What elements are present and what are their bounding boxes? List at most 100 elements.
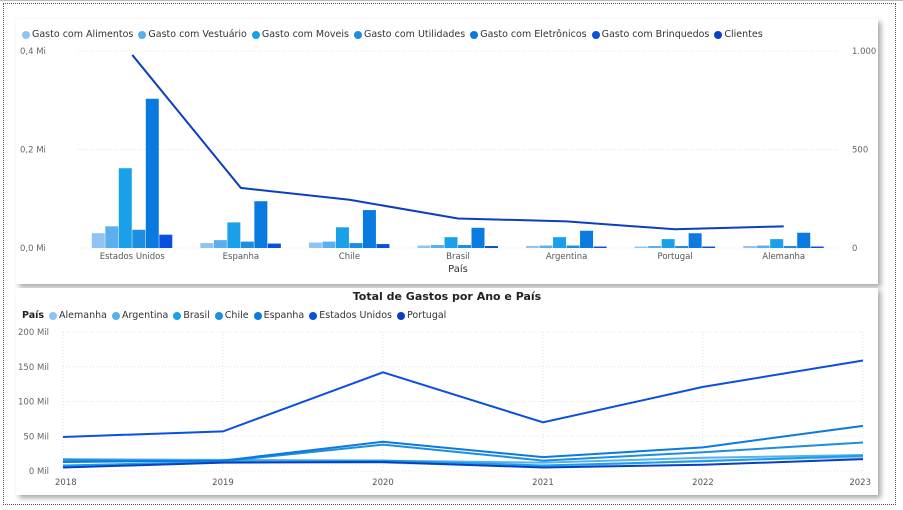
- y-tick-label: 50 Mil: [23, 432, 49, 442]
- bar-gasto-com-brinquedos-espanha: [267, 243, 281, 248]
- chart1-legend-item-gasto-com-vestuario[interactable]: Gasto com Vestuário: [138, 29, 247, 40]
- chart2-legend-item-espanha[interactable]: Espanha: [253, 310, 305, 321]
- chart2-legend-item-alemanha[interactable]: Alemanha: [49, 310, 107, 321]
- bar-gasto-com-utilidades-chile: [349, 243, 363, 248]
- y2-tick-label: 500: [852, 146, 868, 156]
- bar-gasto-com-utilidades-alemanha: [783, 246, 797, 248]
- legend-label: Gasto com Vestuário: [148, 29, 247, 40]
- legend-marker-icon: [49, 311, 58, 320]
- bar-gasto-com-moveis-chile: [335, 227, 349, 248]
- chart1-legend-item-gasto-com-brinquedos[interactable]: Gasto com Brinquedos: [591, 29, 710, 40]
- x-tick-label: Brasil: [446, 252, 470, 262]
- legend-marker-icon: [251, 30, 260, 39]
- chart1-legend-item-gasto-com-moveis[interactable]: Gasto com Moveis: [251, 29, 349, 40]
- bar-gasto-com-vestuario-chile: [322, 241, 336, 248]
- x-tick-label: 2021: [532, 478, 554, 488]
- y-tick-label: 0 Mil: [29, 467, 49, 477]
- y-tick-label: 150 Mil: [18, 363, 49, 373]
- bar-gasto-com-moveis-estados-unidos: [118, 168, 132, 248]
- bar-gasto-com-brinquedos-argentina: [593, 246, 607, 248]
- bar-gasto-com-moveis-espanha: [227, 222, 241, 248]
- line-espanha: [62, 424, 864, 463]
- bar-gasto-com-utilidades-argentina: [566, 245, 580, 248]
- bar-gasto-com-brinquedos-alemanha: [810, 246, 824, 248]
- bar-gasto-com-moveis-alemanha: [770, 239, 784, 248]
- y2-tick-label: 0: [852, 244, 857, 254]
- chart2-legend-item-chile[interactable]: Chile: [214, 310, 249, 321]
- chart1-legend-item-clientes[interactable]: Clientes: [714, 29, 763, 40]
- bar-gasto-com-alimentos-argentina: [526, 246, 540, 248]
- bar-gasto-com-utilidades-brasil: [458, 245, 471, 248]
- bar-gasto-com-alimentos-portugal: [634, 246, 648, 248]
- x-tick-label: 2018: [55, 478, 77, 488]
- chart2-title: Total de Gastos por Ano e País: [352, 290, 542, 303]
- chart1-legend-item-gasto-com-alimentos[interactable]: Gasto com Alimentos: [22, 29, 133, 40]
- legend-label: Gasto com Eletrônicos: [480, 29, 587, 40]
- spending-by-country-chart-panel[interactable]: Gasto com Alimentos Gasto com Vestuário Ga…: [16, 19, 878, 284]
- x-tick-label: 2020: [372, 478, 394, 488]
- legend-marker-icon: [396, 311, 405, 320]
- top-edge-line: [0, 0, 903, 1]
- legend-marker-icon: [714, 30, 723, 39]
- legend-marker-icon: [214, 311, 223, 320]
- bar-gasto-com-utilidades-portugal: [675, 246, 689, 248]
- legend-label: Portugal: [406, 310, 447, 321]
- bar-gasto-com-alimentos-espanha: [200, 243, 214, 248]
- bar-gasto-com-brinquedos-estados-unidos: [159, 234, 173, 248]
- x-tick-label: 2022: [692, 478, 714, 488]
- y-tick-label: 0,4 Mi: [20, 47, 46, 57]
- bar-gasto-com-vestuario-argentina: [539, 245, 553, 248]
- bar-gasto-com-alimentos-estados-unidos: [91, 233, 105, 248]
- bar-gasto-com-brinquedos-chile: [376, 244, 390, 248]
- legend-marker-icon: [353, 30, 362, 39]
- chart1-legend: Gasto com Alimentos Gasto com Vestuário Ga…: [22, 29, 768, 40]
- x-tick-label: Portugal: [658, 252, 693, 262]
- bar-gasto-com-eletronicos-brasil: [471, 227, 485, 248]
- line-chile: [62, 441, 864, 463]
- bar-gasto-com-eletronicos-chile: [362, 210, 376, 248]
- legend-label: Brasil: [183, 310, 210, 321]
- bar-gasto-com-brinquedos-portugal: [702, 246, 716, 248]
- bar-gasto-com-eletronicos-alemanha: [797, 232, 811, 248]
- legend-label: Gasto com Moveis: [261, 29, 349, 40]
- legend-label: Alemanha: [59, 310, 107, 321]
- chart1-legend-item-gasto-com-utilidades[interactable]: Gasto com Utilidades: [353, 29, 466, 40]
- legend-marker-icon: [173, 311, 182, 320]
- y-tick-label: 100 Mil: [18, 398, 49, 408]
- legend-label: Espanha: [263, 310, 305, 321]
- bar-gasto-com-moveis-argentina: [553, 237, 567, 248]
- bar-gasto-com-alimentos-chile: [308, 242, 322, 248]
- x-tick-label: Estados Unidos: [100, 252, 166, 262]
- legend-label: Clientes: [724, 29, 763, 40]
- bar-gasto-com-eletronicos-argentina: [580, 230, 594, 248]
- chart2-legend-item-argentina[interactable]: Argentina: [111, 310, 168, 321]
- legend-marker-icon: [591, 30, 600, 39]
- bar-gasto-com-eletronicos-estados-unidos: [145, 98, 159, 249]
- chart1-legend-item-gasto-com-eletronicos[interactable]: Gasto com Eletrônicos: [470, 29, 587, 40]
- bar-gasto-com-vestuario-brasil: [431, 245, 444, 248]
- legend-marker-icon: [253, 311, 262, 320]
- legend-label: Chile: [224, 310, 249, 321]
- legend-label: Gasto com Utilidades: [363, 29, 466, 40]
- x-tick-label: Argentina: [546, 252, 587, 262]
- x-tick-label: Chile: [339, 252, 360, 262]
- bar-gasto-com-alimentos-alemanha: [743, 246, 757, 248]
- bar-gasto-com-vestuario-alemanha: [756, 245, 770, 248]
- chart2-legend-item-brasil[interactable]: Brasil: [173, 310, 210, 321]
- legend-marker-icon: [470, 30, 479, 39]
- legend-label: Gasto com Brinquedos: [601, 29, 710, 40]
- bar-gasto-com-eletronicos-espanha: [254, 201, 268, 248]
- line-estados-unidos: [62, 359, 864, 438]
- chart2-legend: País Alemanha Argentina Brasil Chile Espanha…: [22, 310, 451, 321]
- y-tick-label: 0,2 Mi: [20, 146, 46, 156]
- bar-gasto-com-vestuario-espanha: [213, 240, 227, 248]
- chart2-svg: 0 Mil 50 Mil 100 Mil 150 Mil 200 Mil 2018 2019…: [18, 328, 871, 488]
- chart2-legend-item-portugal[interactable]: Portugal: [396, 310, 447, 321]
- x-tick-label: Espanha: [223, 252, 259, 262]
- x-axis-label: País: [448, 263, 468, 275]
- bar-gasto-com-vestuario-portugal: [648, 246, 662, 248]
- line-argentina: [62, 454, 864, 464]
- chart2-legend-item-estados-unidos[interactable]: Estados Unidos: [309, 310, 392, 321]
- bar-gasto-com-vestuario-estados-unidos: [105, 226, 119, 248]
- spending-by-year-chart-panel[interactable]: Total de Gastos por Ano e País País Alem…: [16, 288, 878, 495]
